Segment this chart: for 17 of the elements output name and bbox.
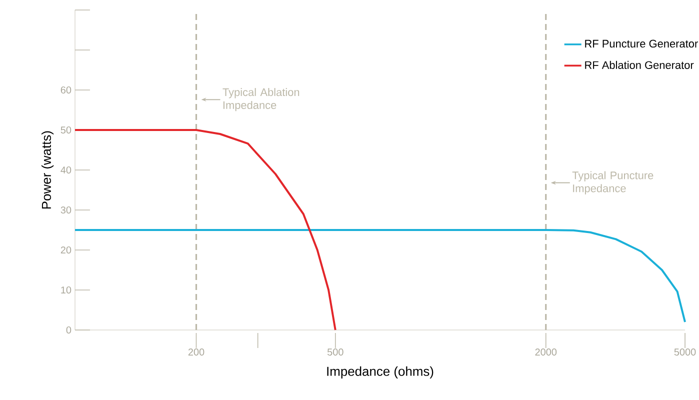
ref-line-label: Typical Ablation Impedance	[222, 88, 300, 112]
y-axis-title: Power (watts)	[41, 131, 54, 209]
y-tick-label: 30	[60, 206, 72, 214]
legend-label: RF Ablation Generator	[585, 60, 694, 69]
y-tick-label: 0	[66, 326, 72, 334]
ref-line-label: Typical Puncture Impedance	[572, 171, 654, 194]
y-tick-label: 20	[60, 246, 72, 254]
y-tick-label: 50	[60, 126, 72, 134]
legend-label: RF Puncture Generator	[585, 40, 698, 48]
x-tick-label: 2000	[535, 348, 557, 356]
y-tick-label: 60	[60, 86, 72, 94]
x-tick-label: 200	[188, 348, 204, 356]
x-axis-title: Impedance (ohms)	[327, 366, 434, 378]
x-tick-label: 5000	[674, 348, 696, 356]
y-tick-label: 10	[61, 286, 72, 294]
x-tick-label: 500	[327, 348, 344, 356]
y-tick-label: 40	[60, 166, 72, 174]
